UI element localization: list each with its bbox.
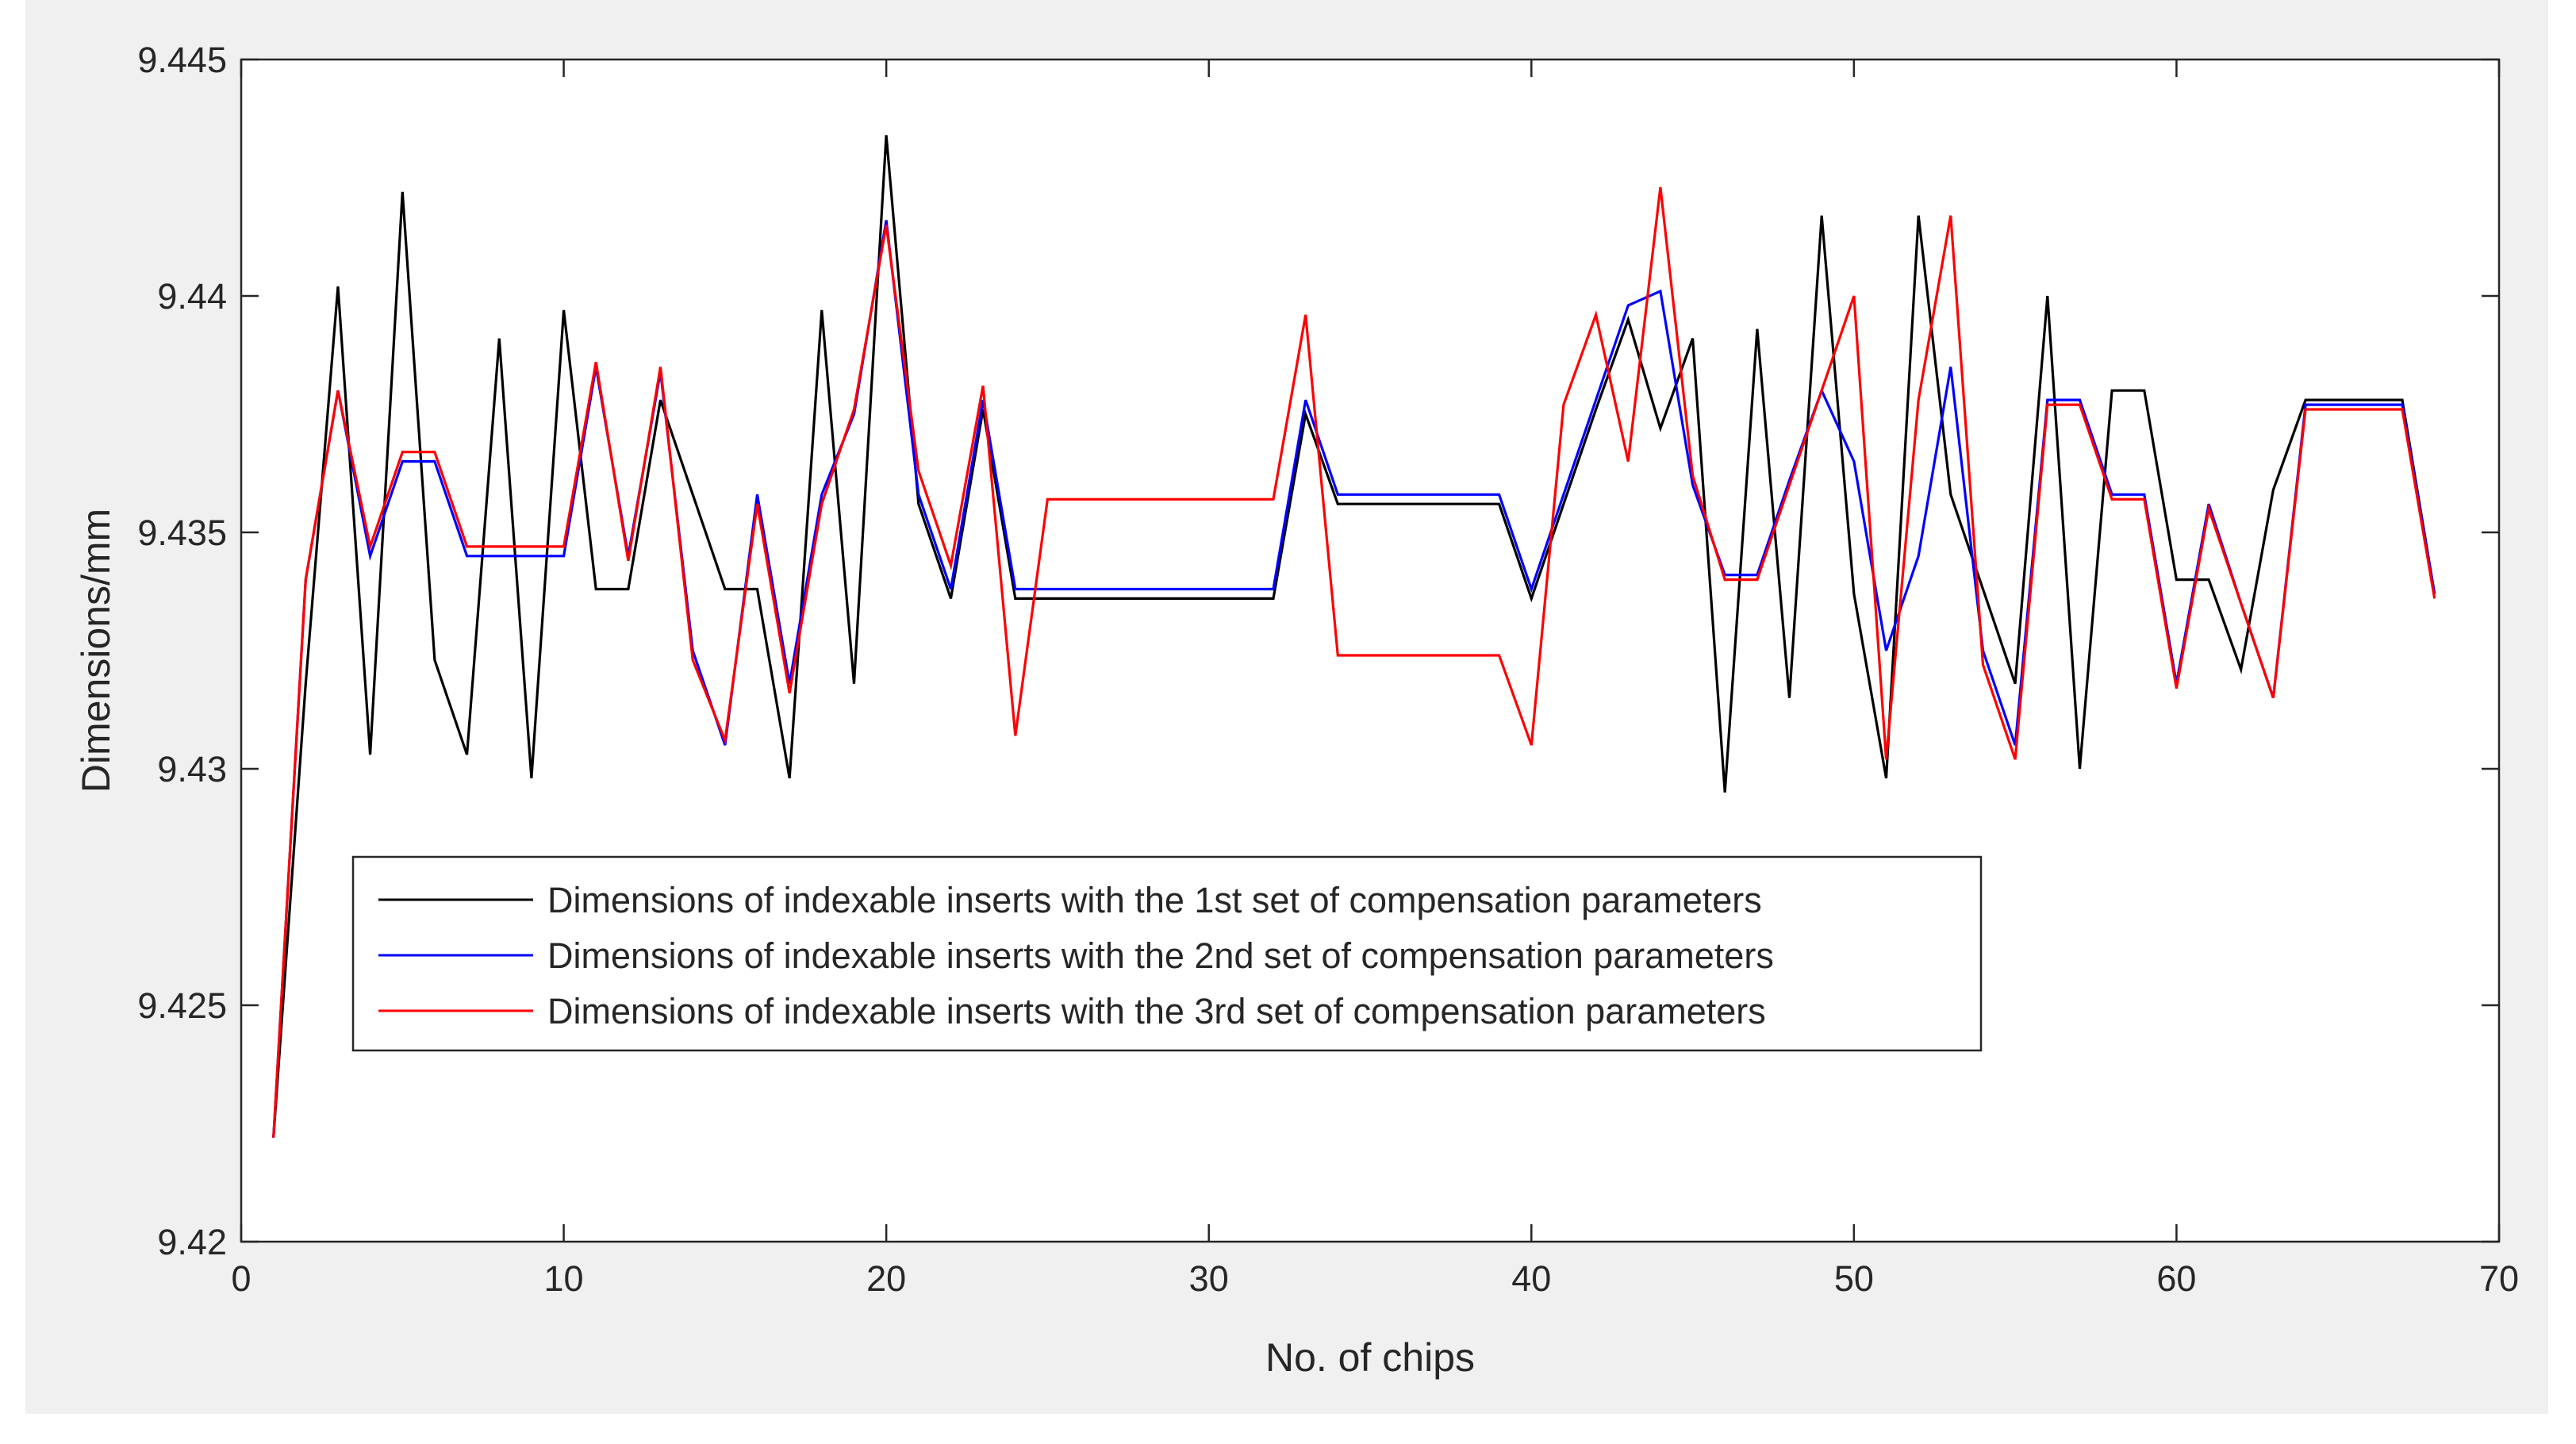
x-axis-label: No. of chips bbox=[1265, 1335, 1475, 1380]
y-axis-ticks: 9.42 9.425 9.43 9.435 9.44 9.445 bbox=[137, 40, 2499, 1262]
series-line-1 bbox=[272, 135, 2436, 1139]
y-tick-label: 9.43 bbox=[157, 749, 227, 789]
figure-background: 9.42 9.425 9.43 9.435 9.44 9.445 0 10 20 30 40 50 6… bbox=[25, 0, 2548, 1414]
legend-label-1: Dimensions of indexable inserts with the… bbox=[547, 880, 1762, 920]
line-chart: 9.42 9.425 9.43 9.435 9.44 9.445 0 10 20 30 40 50 6… bbox=[74, 40, 2519, 1380]
legend-label-3: Dimensions of indexable inserts with the… bbox=[547, 991, 1766, 1031]
y-tick-label: 9.44 bbox=[157, 276, 227, 317]
y-tick-label: 9.42 bbox=[157, 1222, 227, 1262]
y-tick-label: 9.435 bbox=[137, 513, 227, 553]
y-tick-label: 9.445 bbox=[137, 40, 227, 80]
x-tick-label: 0 bbox=[231, 1258, 251, 1299]
y-axis-label: Dimensions/mm bbox=[74, 509, 118, 793]
x-axis-ticks: 0 10 20 30 40 50 60 70 bbox=[231, 60, 2519, 1299]
x-tick-label: 20 bbox=[866, 1258, 906, 1299]
legend: Dimensions of indexable inserts with the… bbox=[351, 855, 1983, 1052]
x-tick-label: 30 bbox=[1189, 1258, 1229, 1299]
series-line-3 bbox=[272, 186, 2436, 1138]
x-tick-label: 50 bbox=[1834, 1258, 1874, 1299]
y-tick-label: 9.425 bbox=[137, 985, 227, 1026]
x-tick-label: 60 bbox=[2156, 1258, 2196, 1299]
x-tick-label: 40 bbox=[1511, 1258, 1551, 1299]
legend-label-2: Dimensions of indexable inserts with the… bbox=[547, 935, 1774, 976]
series-lines bbox=[272, 135, 2436, 1139]
plot-area bbox=[240, 58, 2501, 1243]
x-tick-label: 70 bbox=[2479, 1258, 2519, 1299]
legend-box bbox=[351, 855, 1983, 1052]
x-tick-label: 10 bbox=[544, 1258, 584, 1299]
